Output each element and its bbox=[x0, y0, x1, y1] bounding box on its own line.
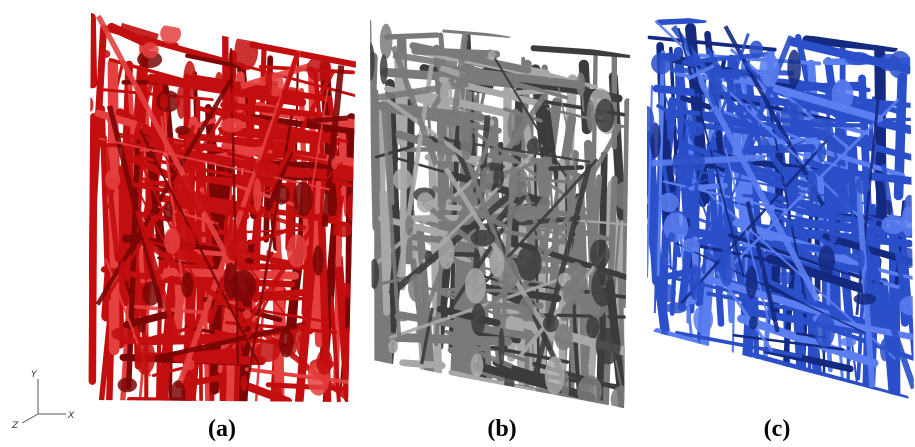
caption-c: (c) bbox=[763, 416, 791, 442]
x-axis-label: X bbox=[67, 411, 75, 421]
panel-b bbox=[362, 0, 640, 412]
fiber-network-render-c bbox=[647, 17, 914, 400]
panel-a bbox=[86, 0, 361, 412]
caption-b: (b) bbox=[487, 416, 517, 442]
coordinate-axes-triad: Y X Z bbox=[11, 370, 75, 431]
caption-a: (a) bbox=[208, 416, 236, 442]
fiber-strands bbox=[647, 17, 914, 400]
fiber-strands bbox=[370, 19, 630, 408]
fiber-network-render-a bbox=[88, 12, 356, 402]
fiber-network-render-b bbox=[370, 19, 630, 408]
fiber-strands bbox=[88, 12, 356, 402]
panel-c bbox=[642, 0, 915, 412]
y-axis-label: Y bbox=[31, 370, 38, 380]
z-axis-label: Z bbox=[11, 421, 19, 431]
z-axis-line bbox=[21, 413, 39, 424]
